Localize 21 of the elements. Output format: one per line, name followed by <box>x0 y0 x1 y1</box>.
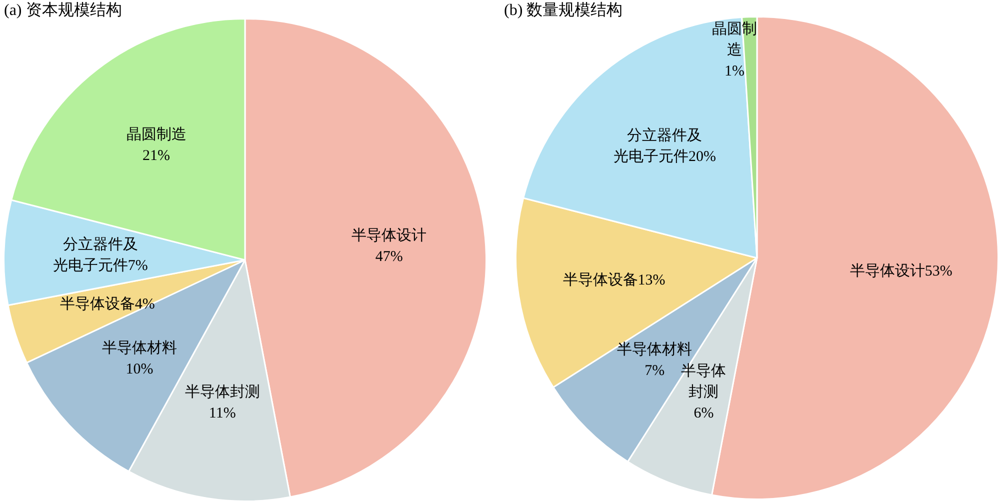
slice-label: 半导体设计 <box>352 226 427 244</box>
slice-label: 半导体设计53% <box>850 262 952 280</box>
data-label: 11% <box>208 405 236 422</box>
slice-label: 半导体设备13% <box>562 272 666 289</box>
data-label: 10% <box>126 362 154 378</box>
slice-label: 晶圆制造 <box>126 126 186 144</box>
chart-title: (a) 资本规模结构 <box>4 0 122 21</box>
slice-label: 半导体封测 <box>681 362 726 401</box>
slice-label: 半导体材料 <box>617 340 692 358</box>
data-label: 47% <box>375 248 403 265</box>
data-label: 6% <box>694 406 714 422</box>
slice-label: 晶圆制造 <box>712 20 757 59</box>
slice-label: 半导体封测 <box>184 383 260 400</box>
slice-label: 分立器件及光电子元件7% <box>52 236 148 274</box>
data-label: 7% <box>644 362 665 379</box>
chart-title: (b) 数量规模结构 <box>504 0 623 21</box>
data-label: 1% <box>724 64 744 80</box>
slice-label: 半导体材料 <box>102 340 177 357</box>
data-label: 21% <box>142 148 170 164</box>
slice-label: 半导体设备4% <box>60 296 155 313</box>
slice-label: 分立器件及光电子元件20% <box>613 126 716 165</box>
